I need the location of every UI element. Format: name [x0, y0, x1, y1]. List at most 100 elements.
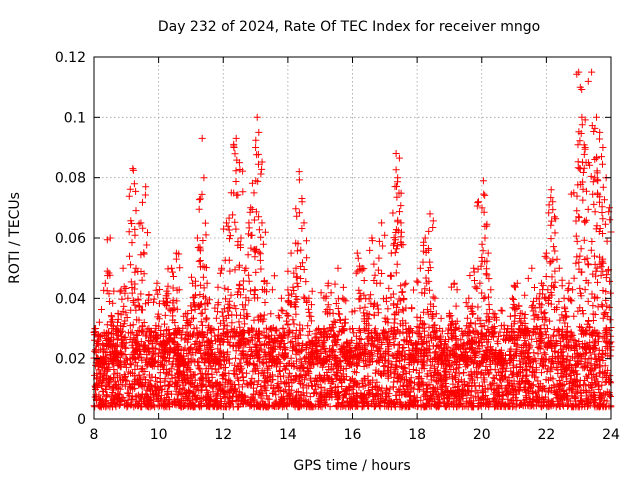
background-point [107, 392, 115, 400]
background-point [410, 366, 417, 373]
data-point [419, 258, 427, 266]
background-point [405, 368, 413, 376]
data-point [398, 288, 406, 296]
background-point [222, 295, 229, 303]
background-point [391, 335, 399, 343]
data-point [426, 286, 433, 294]
background-point [275, 368, 283, 375]
background-point [225, 370, 233, 377]
background-point [270, 272, 278, 280]
data-point [391, 249, 399, 257]
data-point [371, 271, 379, 279]
data-point [468, 302, 476, 310]
background-point [337, 316, 344, 324]
background-point [328, 393, 336, 401]
background-point [431, 363, 439, 371]
data-point [277, 294, 285, 302]
background-point [391, 399, 399, 407]
background-point [540, 321, 548, 329]
data-point [120, 283, 128, 291]
background-point [121, 382, 129, 390]
data-point [390, 319, 398, 327]
data-point [366, 246, 374, 254]
background-point [134, 376, 141, 384]
data-point [255, 128, 263, 136]
background-point [544, 388, 552, 396]
data-point [400, 296, 408, 304]
background-point [521, 311, 529, 318]
background-point [276, 367, 284, 375]
background-point [346, 377, 354, 384]
data-point [140, 250, 148, 258]
data-point [481, 191, 489, 199]
background-point [258, 358, 266, 366]
data-point [200, 174, 208, 182]
data-point [231, 150, 239, 158]
background-point [575, 338, 583, 345]
data-point [226, 235, 233, 243]
background-point [281, 366, 289, 374]
data-point [284, 311, 292, 319]
data-point [283, 317, 290, 325]
data-point [421, 234, 429, 242]
data-point [365, 295, 373, 303]
data-point [370, 260, 378, 268]
data-point [479, 177, 487, 185]
background-point [468, 372, 476, 380]
background-point [232, 365, 240, 373]
background-point [552, 364, 560, 371]
data-point [130, 180, 138, 188]
background-point [466, 272, 474, 279]
background-point [593, 372, 601, 380]
background-point [91, 403, 99, 411]
background-point [304, 331, 312, 339]
background-point [225, 304, 233, 311]
data-point [257, 233, 265, 241]
background-point [98, 306, 105, 313]
data-point [392, 166, 400, 174]
data-point [164, 282, 172, 290]
data-point [385, 284, 393, 292]
data-point [203, 279, 211, 287]
background-point [595, 338, 602, 346]
data-point [374, 266, 382, 274]
background-point [294, 283, 302, 290]
background-point [429, 342, 437, 350]
background-point [95, 366, 103, 374]
data-point [100, 286, 108, 294]
background-point [317, 289, 325, 297]
data-point [139, 198, 146, 206]
background-point [268, 286, 276, 294]
data-point [395, 154, 403, 162]
data-point [378, 219, 386, 227]
data-point [198, 134, 206, 142]
background-point [202, 365, 210, 373]
background-point [417, 396, 425, 404]
data-point [216, 269, 224, 277]
data-point [199, 273, 207, 281]
data-point [297, 263, 305, 270]
background-point [410, 286, 417, 294]
data-point [126, 252, 133, 260]
data-point [379, 242, 387, 250]
data-point [431, 294, 439, 302]
data-point [293, 273, 301, 281]
data-point [297, 246, 305, 254]
background-point [528, 388, 536, 396]
data-point [138, 276, 146, 284]
background-point [553, 394, 561, 402]
background-point [308, 381, 315, 389]
data-point [327, 289, 335, 297]
data-point [250, 189, 258, 197]
background-point [595, 346, 603, 354]
data-point [225, 256, 233, 264]
data-point [230, 140, 238, 148]
data-point [487, 286, 495, 294]
background-point [177, 334, 185, 342]
data-point [471, 283, 479, 291]
background-point [145, 380, 153, 388]
data-point [284, 267, 292, 275]
background-point [487, 381, 495, 389]
data-point [108, 321, 116, 329]
data-point [394, 300, 402, 308]
